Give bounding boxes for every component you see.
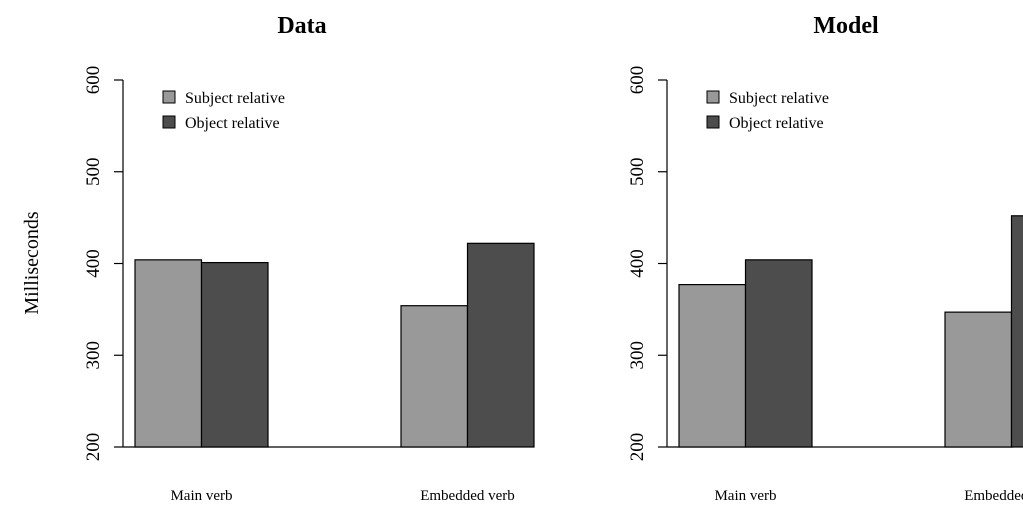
bar-object-relative [1010, 215, 1023, 448]
y-tick-label: 600 [83, 66, 104, 95]
legend-label: Subject relative [185, 90, 285, 107]
bar-object-relative [466, 242, 535, 448]
bars: Main verb Embedded verb [134, 242, 535, 504]
legend-label: Subject relative [729, 90, 829, 107]
legend-swatch [706, 115, 720, 129]
y-axis-label: Milliseconds [21, 211, 43, 315]
chart-title: Model [813, 13, 879, 39]
legend: Subject relative Object relative [162, 90, 285, 132]
y-tick-label: 600 [627, 66, 648, 95]
legend-swatch [162, 90, 176, 104]
x-category-label: Embedded verb [420, 488, 515, 504]
bar-object-relative [744, 259, 813, 448]
y-tick-label: 200 [83, 433, 104, 462]
bars: Main verb Embedded verb [678, 215, 1023, 504]
legend-swatch [162, 115, 176, 129]
legend: Subject relative Object relative [706, 90, 829, 132]
y-tick-label: 400 [83, 249, 104, 278]
x-category-label: Embedded verb [964, 488, 1023, 504]
chart-panel-data: Data Milliseconds 200 300 400 500 600 Main v… [21, 13, 535, 504]
bar-subject-relative [944, 311, 1013, 448]
x-category-label: Main verb [170, 488, 232, 504]
chart-panel-model: Model 200 300 400 500 600 Main verb Embedded … [627, 13, 1023, 504]
bar-subject-relative [400, 305, 469, 448]
y-tick-label: 400 [627, 249, 648, 278]
legend-swatch [706, 90, 720, 104]
y-tick-label: 500 [83, 158, 104, 187]
bar-subject-relative [134, 259, 203, 448]
y-tick-label: 500 [627, 158, 648, 187]
y-tick-label: 300 [83, 341, 104, 370]
x-category-label: Main verb [714, 488, 776, 504]
legend-label: Object relative [729, 115, 824, 132]
y-tick-label: 200 [627, 433, 648, 462]
bar-object-relative [200, 261, 269, 448]
chart-title: Data [277, 13, 326, 39]
legend-label: Object relative [185, 115, 280, 132]
y-tick-label: 300 [627, 341, 648, 370]
bar-subject-relative [678, 284, 747, 448]
